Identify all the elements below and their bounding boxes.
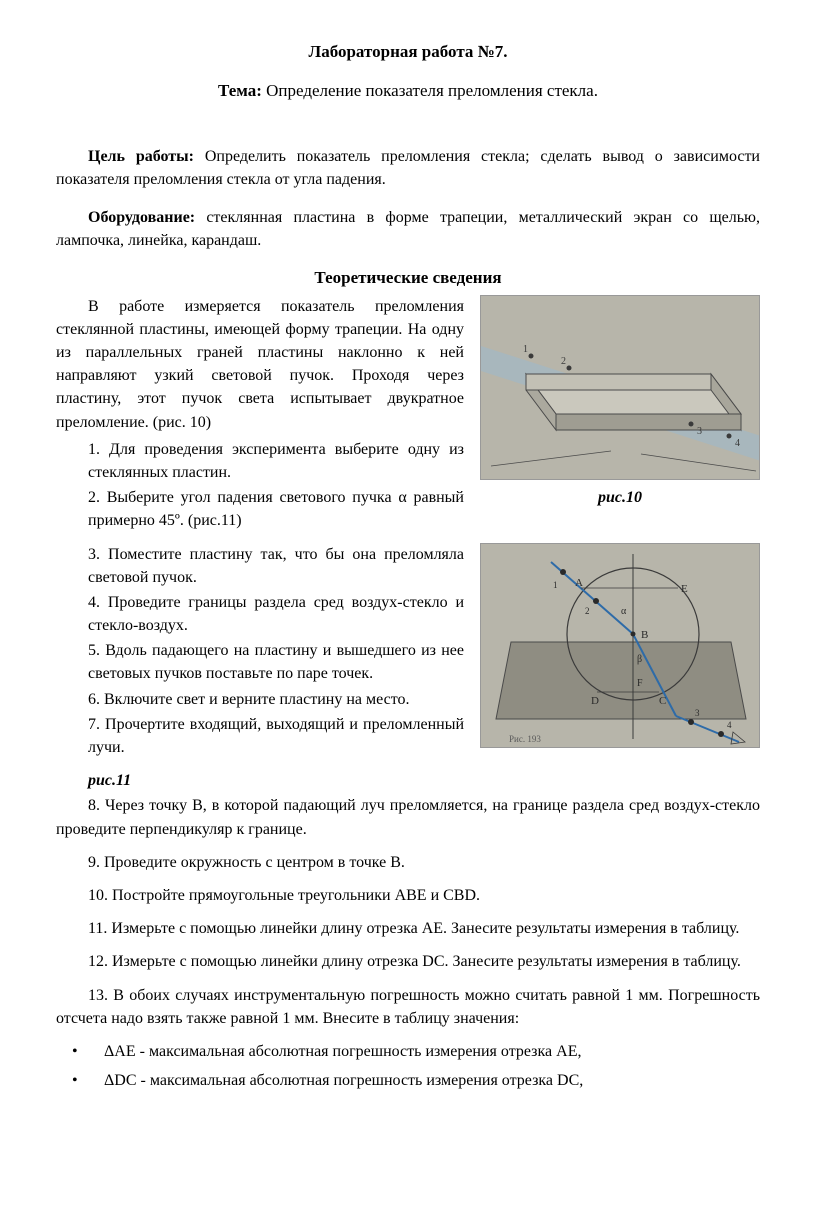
step-item: 9. Проведите окружность с центром в точк… [56, 851, 760, 874]
svg-text:2: 2 [561, 356, 566, 367]
svg-text:1: 1 [523, 344, 528, 355]
lab-title: Лабораторная работа №7. [56, 40, 760, 65]
goal-label: Цель работы: [88, 148, 194, 165]
step-item: 5. Вдоль падающего на пластину и вышедше… [56, 639, 464, 685]
svg-text:3: 3 [695, 708, 700, 718]
step-item: 4. Проведите границы раздела сред воздух… [56, 591, 464, 637]
svg-text:2: 2 [585, 606, 590, 616]
svg-text:B: B [641, 629, 648, 641]
svg-text:C: C [659, 695, 666, 707]
figure-11-column: A E B C D F α β 1 2 3 4 Рис. 193 [480, 543, 760, 748]
goal-paragraph: Цель работы: Определить показатель прело… [56, 145, 760, 191]
theory-row: В работе измеряется показатель преломлен… [56, 295, 760, 535]
equipment-label: Оборудование: [88, 209, 195, 226]
step-item: 11. Измерьте с помощью линейки длину отр… [56, 917, 760, 940]
svg-text:D: D [591, 695, 599, 707]
figure-10-caption: рис.10 [480, 486, 760, 509]
equipment-paragraph: Оборудование: стеклянная пластина в форм… [56, 206, 760, 252]
figure-10-column: 1 2 3 4 рис.10 [480, 295, 760, 509]
svg-text:α: α [621, 606, 627, 617]
figure-10: 1 2 3 4 [480, 295, 760, 480]
step-item: 1. Для проведения эксперимента выберите … [56, 438, 464, 484]
topic-line: Тема: Определение показателя преломления… [56, 79, 760, 104]
step-item: 6. Включите свет и верните пластину на м… [56, 688, 464, 711]
steps-row-2: 3. Поместите пластину так, что бы она пр… [56, 543, 760, 762]
steps-group-b: 3. Поместите пластину так, что бы она пр… [56, 543, 464, 760]
bullet-item: ΔАЕ - максимальная абсолютная погрешност… [56, 1040, 760, 1063]
steps-group-c: 8. Через точку В, в которой падающий луч… [56, 794, 760, 1030]
steps-group-a: 1. Для проведения эксперимента выберите … [56, 438, 464, 533]
svg-text:F: F [637, 678, 643, 689]
bullet-item: ΔDC - максимальная абсолютная погрешност… [56, 1069, 760, 1092]
step-item: 2. Выберите угол падения светового пучка… [56, 486, 464, 532]
step-item: 13. В обоих случаях инструментальную пог… [56, 984, 760, 1030]
theory-heading: Теоретические сведения [56, 266, 760, 291]
topic-text: Определение показателя преломления стекл… [262, 81, 598, 100]
theory-paragraph: В работе измеряется показатель преломлен… [56, 295, 464, 434]
theory-left-column: В работе измеряется показатель преломлен… [56, 295, 464, 535]
topic-label: Тема: [218, 81, 262, 100]
svg-text:Рис. 193: Рис. 193 [509, 734, 541, 744]
steps-left-column: 3. Поместите пластину так, что бы она пр… [56, 543, 464, 762]
step-item: 8. Через точку В, в которой падающий луч… [56, 794, 760, 840]
svg-text:A: A [575, 577, 583, 589]
step-item: 10. Постройте прямоугольные треугольники… [56, 884, 760, 907]
svg-text:3: 3 [697, 426, 702, 437]
svg-text:β: β [637, 654, 642, 665]
figure-11: A E B C D F α β 1 2 3 4 Рис. 193 [480, 543, 760, 748]
bullet-list: ΔАЕ - максимальная абсолютная погрешност… [56, 1040, 760, 1092]
svg-text:1: 1 [553, 580, 558, 590]
step-item: 3. Поместите пластину так, что бы она пр… [56, 543, 464, 589]
svg-text:E: E [681, 583, 688, 595]
figure-11-caption: рис.11 [56, 769, 760, 792]
step-item: 7. Прочертите входящий, выходящий и прел… [56, 713, 464, 759]
svg-text:4: 4 [735, 438, 740, 449]
svg-text:4: 4 [727, 720, 732, 730]
step-item: 12. Измерьте с помощью линейки длину отр… [56, 950, 760, 973]
